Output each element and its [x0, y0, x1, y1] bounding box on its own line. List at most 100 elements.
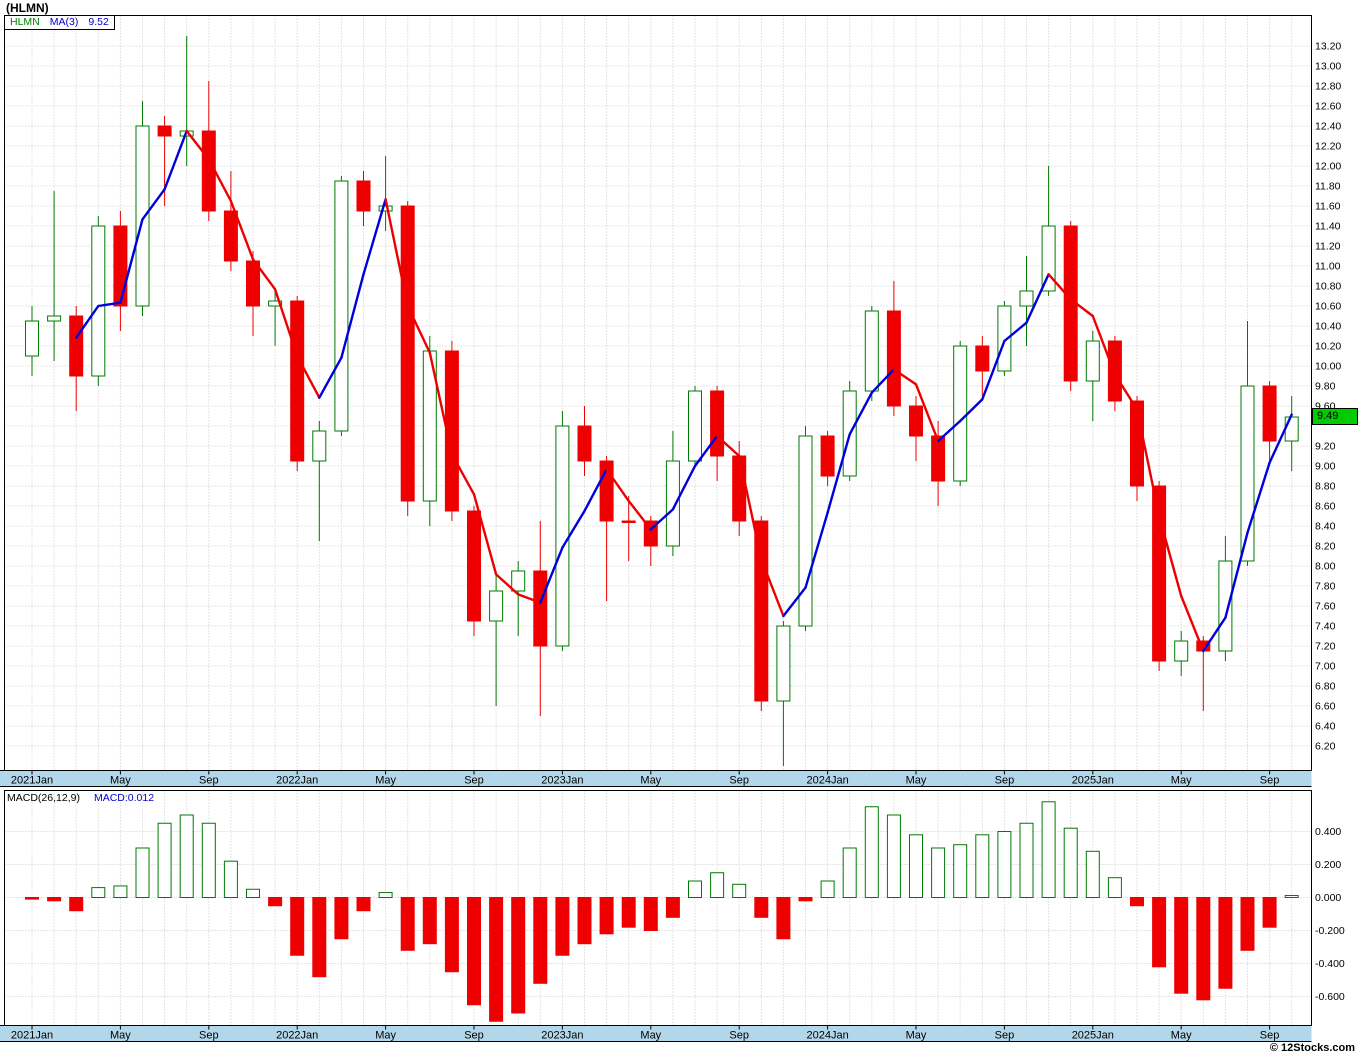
candle [25, 306, 39, 376]
x-axis-label: 2021Jan [11, 775, 53, 787]
price-axis-label: 12.20 [1315, 141, 1341, 153]
macd-bar [577, 897, 592, 945]
candle [378, 156, 393, 231]
x-axis-label: Sep [995, 1030, 1015, 1042]
candle [246, 251, 260, 336]
macd-axis-label: -0.400 [1315, 958, 1345, 970]
candle [422, 336, 437, 526]
price-axis-label: 10.80 [1315, 281, 1341, 293]
candle [223, 171, 238, 271]
gridlines [4, 15, 1312, 1026]
price-axis-label: 11.60 [1315, 201, 1341, 213]
candle [511, 561, 526, 636]
macd-bar [599, 897, 614, 935]
x-axis-label: 2021Jan [11, 1030, 53, 1042]
macd-bar [268, 897, 283, 907]
macd-bar [511, 897, 526, 1014]
candle [47, 191, 62, 361]
macd-bar [1174, 897, 1189, 994]
x-axis-label: Sep [1260, 775, 1280, 787]
macd-bar [1240, 897, 1255, 951]
candle [953, 341, 968, 486]
macd-bar [710, 872, 725, 898]
candle [842, 381, 857, 481]
macd-bar [400, 897, 415, 951]
macd-bar [135, 847, 150, 898]
macd-bar [754, 897, 769, 918]
macd-axis-label: 0.000 [1315, 892, 1341, 904]
x-axis-label: May [110, 1030, 131, 1042]
x-axis-band [0, 1025, 1312, 1042]
price-axis-label: 11.80 [1315, 181, 1341, 193]
macd-bar [732, 883, 747, 898]
macd-legend: MACD(26,12,9) MACD:0.012 [7, 792, 154, 804]
macd-bar [842, 847, 857, 898]
price-axis-label: 11.20 [1315, 241, 1341, 253]
macd-bar [820, 880, 835, 898]
candle [533, 521, 548, 716]
macd-bar [69, 897, 84, 912]
macd-bar [953, 844, 968, 899]
price-axis-label: 10.60 [1315, 301, 1341, 313]
candle [688, 386, 702, 466]
candle [356, 171, 371, 226]
x-axis-label: May [375, 775, 396, 787]
legend-symbol: HLMN [10, 16, 40, 28]
macd-bar [223, 860, 238, 899]
price-axis-label: 10.20 [1315, 341, 1341, 353]
candle [665, 431, 680, 556]
macd-bar [246, 888, 260, 898]
chart-title: (HLMN) [6, 1, 49, 15]
macd-legend-value: MACD:0.012 [93, 792, 155, 804]
price-axis-label: 7.00 [1315, 661, 1336, 673]
macd-bar [334, 897, 349, 940]
x-axis-label: May [110, 775, 131, 787]
candle [91, 216, 106, 386]
x-axis-label: Sep [199, 775, 219, 787]
x-axis-label: May [375, 1030, 396, 1042]
x-axis-label: Sep [199, 1030, 219, 1042]
macd-bar [665, 897, 680, 918]
price-axis-label: 6.60 [1315, 701, 1336, 713]
macd-bar [1284, 895, 1299, 899]
x-axis-label: 2022Jan [276, 775, 318, 787]
macd-bar [864, 806, 879, 898]
macd-bar [467, 897, 481, 1006]
price-axis-label: 13.20 [1315, 41, 1341, 53]
macd-legend-label: MACD(26,12,9) [7, 792, 80, 804]
macd-axis-label: 0.200 [1315, 859, 1341, 871]
price-axis-label: 8.60 [1315, 501, 1336, 513]
candle [931, 421, 946, 506]
macd-bar [91, 887, 106, 898]
candle [467, 506, 481, 636]
candle [290, 296, 305, 471]
macd-bar [533, 897, 548, 984]
x-axis-label: Sep [995, 775, 1015, 787]
macd-bar [179, 814, 194, 898]
macd-bar [1063, 827, 1078, 899]
candle [1063, 221, 1078, 391]
x-axis-label: May [906, 775, 927, 787]
macd-axis-label: 0.400 [1315, 826, 1341, 838]
candle [754, 516, 769, 711]
macd-bar [444, 897, 459, 973]
x-axis-label: Sep [464, 1030, 484, 1042]
macd-bar [1085, 850, 1100, 898]
macd-bar [621, 897, 636, 928]
price-axis-label: 8.20 [1315, 541, 1336, 553]
x-axis-label: May [640, 775, 661, 787]
macd-bar [1041, 801, 1056, 898]
macd-bar [886, 814, 901, 898]
x-axis-label: 2023Jan [541, 1030, 583, 1042]
macd-bar [25, 897, 39, 900]
x-axis-label: 2025Jan [1072, 775, 1114, 787]
macd-bar [997, 831, 1012, 898]
macd-bar [688, 880, 702, 898]
candle [201, 81, 216, 221]
macd-bar [975, 834, 990, 898]
candle [489, 571, 504, 706]
macd-bar [356, 897, 371, 912]
price-axis-label: 7.80 [1315, 581, 1336, 593]
